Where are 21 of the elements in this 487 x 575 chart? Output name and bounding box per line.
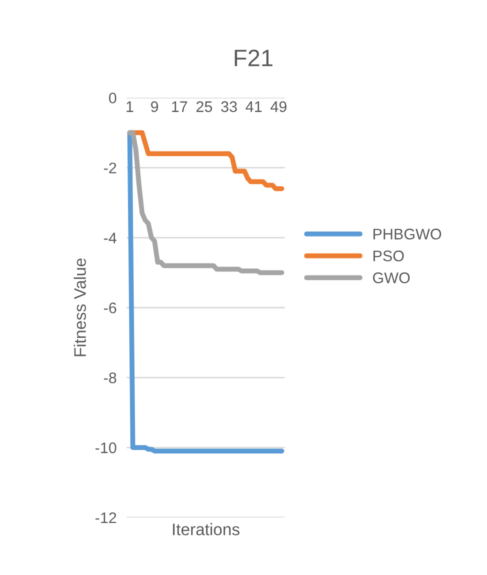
chart-title: F21 [234, 50, 272, 66]
y-axis-title: Fitness Value [74, 258, 86, 356]
y-tick-label: -6 [104, 302, 116, 314]
x-tick-label: 41 [246, 101, 262, 112]
legend-label: PSO [374, 250, 404, 262]
line-series [127, 130, 284, 276]
x-tick-label: 9 [151, 101, 158, 112]
legend-label: GWO [373, 272, 410, 284]
x-tick-label: 17 [172, 101, 188, 112]
x-tick-label: 1 [126, 101, 134, 112]
y-tick-label: -4 [104, 232, 116, 244]
x-tick-label: 49 [270, 101, 286, 112]
y-tick-label: -8 [104, 372, 116, 384]
y-tick-label: -10 [95, 442, 116, 454]
y-tick-label: -2 [104, 162, 116, 174]
x-tick-label: 25 [196, 101, 212, 112]
y-tick-label: -12 [95, 512, 116, 524]
legend-label: PHBGWO [374, 228, 442, 240]
x-axis-title: Iterations [173, 523, 240, 536]
x-tick-label: 33 [221, 101, 237, 112]
y-tick-label: 0 [109, 92, 116, 104]
